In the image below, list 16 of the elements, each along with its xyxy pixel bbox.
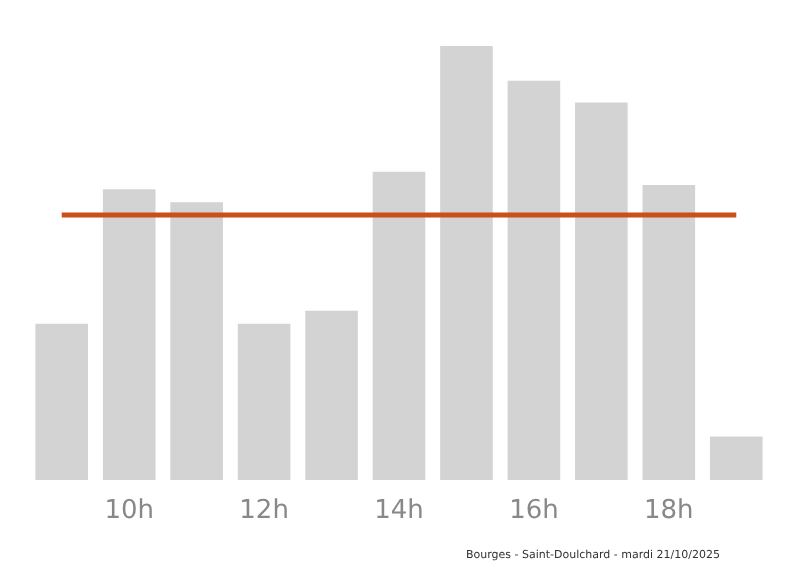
bar — [305, 310, 358, 480]
x-tick-label: 16h — [509, 496, 559, 526]
bar — [575, 102, 628, 480]
bar — [507, 80, 561, 480]
x-tick-label: 12h — [239, 496, 289, 526]
x-tick-label: 10h — [104, 496, 154, 526]
bar — [102, 189, 156, 480]
bar — [170, 202, 223, 480]
bar — [35, 323, 89, 480]
x-tick-label: 18h — [644, 496, 694, 526]
bar — [642, 184, 696, 480]
bar — [372, 171, 426, 480]
bar — [440, 46, 493, 480]
bar — [237, 323, 291, 480]
bar — [709, 436, 763, 480]
x-tick-label: 14h — [374, 496, 424, 526]
